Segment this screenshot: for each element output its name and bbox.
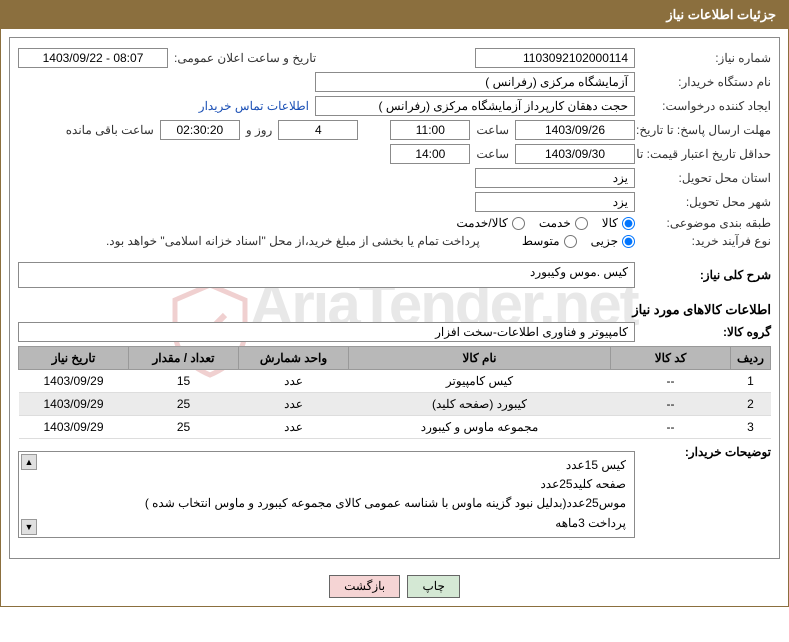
need-number-value: 1103092102000114 [475,48,635,68]
th-code: کد کالا [611,347,731,370]
delivery-city-value: یزد [475,192,635,212]
countdown-value: 02:30:20 [160,120,240,140]
table-cell-qty: 15 [129,370,239,393]
validity-date-value: 1403/09/30 [515,144,635,164]
buyer-notes-line-1: کیس 15عدد [27,456,626,475]
goods-group-label: گروه کالا: [641,325,771,339]
general-desc-label: شرح کلی نیاز: [641,268,771,282]
panel-title: جزئیات اطلاعات نیاز [666,7,776,22]
button-bar: چاپ بازگشت [1,567,788,606]
general-desc-value: کیس .موس وکیبورد [18,262,635,288]
table-row: 2--کیبورد (صفحه کلید)عدد251403/09/29 [19,393,771,416]
details-section: شماره نیاز: 1103092102000114 تاریخ و ساع… [9,37,780,559]
main-panel: جزئیات اطلاعات نیاز شماره نیاز: 11030921… [0,0,789,607]
purchase-type-label: نوع فرآیند خرید: [641,234,771,248]
table-row: 3--مجموعه ماوس و کیبوردعدد251403/09/29 [19,416,771,439]
announce-datetime-value: 1403/09/22 - 08:07 [18,48,168,68]
time-label-1: ساعت [476,123,509,137]
category-option-service[interactable]: خدمت [539,216,588,230]
table-row: 1--کیس کامپیوترعدد151403/09/29 [19,370,771,393]
buyer-notes-line-2: صفحه کلید25عدد [27,475,626,494]
purchase-option-minor[interactable]: جزیی [591,234,635,248]
buyer-org-value: آزمایشگاه مرکزی (رفرانس ) [315,72,635,92]
th-name: نام کالا [349,347,611,370]
buyer-org-label: نام دستگاه خریدار: [641,75,771,89]
buyer-notes-line-3: موس25عدد(بدلیل نبود گزینه ماوس با شناسه … [27,494,626,513]
category-radio-both[interactable] [512,217,525,230]
table-cell-code: -- [611,393,731,416]
response-deadline-label: مهلت ارسال پاسخ: تا تاریخ: [641,123,771,137]
need-number-label: شماره نیاز: [641,51,771,65]
table-cell-unit: عدد [239,370,349,393]
table-cell-date: 1403/09/29 [19,370,129,393]
delivery-province-value: یزد [475,168,635,188]
purchase-type-radio-group: جزیی متوسط [522,234,635,248]
requester-value: حجت دهقان کارپرداز آزمایشگاه مرکزی (رفرا… [315,96,635,116]
purchase-option-medium[interactable]: متوسط [522,234,577,248]
th-date: تاریخ نیاز [19,347,129,370]
category-radio-service-label: خدمت [539,216,571,230]
purchase-radio-medium[interactable] [564,235,577,248]
category-radio-group: کالا خدمت کالا/خدمت [456,216,635,230]
table-cell-name: کیبورد (صفحه کلید) [349,393,611,416]
panel-header: جزئیات اطلاعات نیاز [1,1,788,29]
buyer-notes-line-4: پرداخت 3ماهه [27,514,626,533]
category-label: طبقه بندی موضوعی: [641,216,771,230]
delivery-province-label: استان محل تحویل: [641,171,771,185]
th-qty: تعداد / مقدار [129,347,239,370]
goods-info-heading: اطلاعات کالاهای مورد نیاز [18,302,771,318]
buyer-notes-label: توضیحات خریدار: [641,445,771,459]
delivery-city-label: شهر محل تحویل: [641,195,771,209]
requester-label: ایجاد کننده درخواست: [641,99,771,113]
scroll-down-icon[interactable]: ▼ [21,519,37,535]
purchase-radio-minor-label: جزیی [591,234,618,248]
category-option-goods[interactable]: کالا [602,216,635,230]
category-radio-both-label: کالا/خدمت [456,216,507,230]
time-remaining-label: ساعت باقی مانده [66,123,154,137]
scroll-up-icon[interactable]: ▲ [21,454,37,470]
goods-table: ردیف کد کالا نام کالا واحد شمارش تعداد /… [18,346,771,439]
days-remaining-value: 4 [278,120,358,140]
goods-group-value: کامپیوتر و فناوری اطلاعات-سخت افزار [18,322,635,342]
purchase-note: پرداخت تمام یا بخشی از مبلغ خرید،از محل … [106,234,480,248]
response-time-value: 11:00 [390,120,470,140]
announce-datetime-label: تاریخ و ساعت اعلان عمومی: [174,51,316,65]
table-cell-unit: عدد [239,416,349,439]
category-option-both[interactable]: کالا/خدمت [456,216,524,230]
table-cell-idx: 2 [731,393,771,416]
table-cell-name: مجموعه ماوس و کیبورد [349,416,611,439]
time-label-2: ساعت [476,147,509,161]
back-button[interactable]: بازگشت [329,575,400,598]
print-button[interactable]: چاپ [407,575,459,598]
category-radio-goods-label: کالا [602,216,618,230]
buyer-notes-box: ▲ ▼ کیس 15عدد صفحه کلید25عدد موس25عدد(بد… [18,451,635,538]
category-radio-service[interactable] [575,217,588,230]
table-cell-qty: 25 [129,393,239,416]
table-cell-date: 1403/09/29 [19,416,129,439]
purchase-radio-medium-label: متوسط [522,234,560,248]
table-cell-unit: عدد [239,393,349,416]
validity-time-value: 14:00 [390,144,470,164]
table-cell-code: -- [611,416,731,439]
table-cell-code: -- [611,370,731,393]
category-radio-goods[interactable] [622,217,635,230]
table-cell-date: 1403/09/29 [19,393,129,416]
th-unit: واحد شمارش [239,347,349,370]
days-and-label: روز و [246,123,273,137]
table-cell-name: کیس کامپیوتر [349,370,611,393]
th-row: ردیف [731,347,771,370]
table-cell-idx: 3 [731,416,771,439]
response-date-value: 1403/09/26 [515,120,635,140]
table-cell-idx: 1 [731,370,771,393]
validity-deadline-label: حداقل تاریخ اعتبار قیمت: تا تاریخ: [641,147,771,161]
buyer-contact-link[interactable]: اطلاعات تماس خریدار [199,99,309,113]
table-cell-qty: 25 [129,416,239,439]
purchase-radio-minor[interactable] [622,235,635,248]
